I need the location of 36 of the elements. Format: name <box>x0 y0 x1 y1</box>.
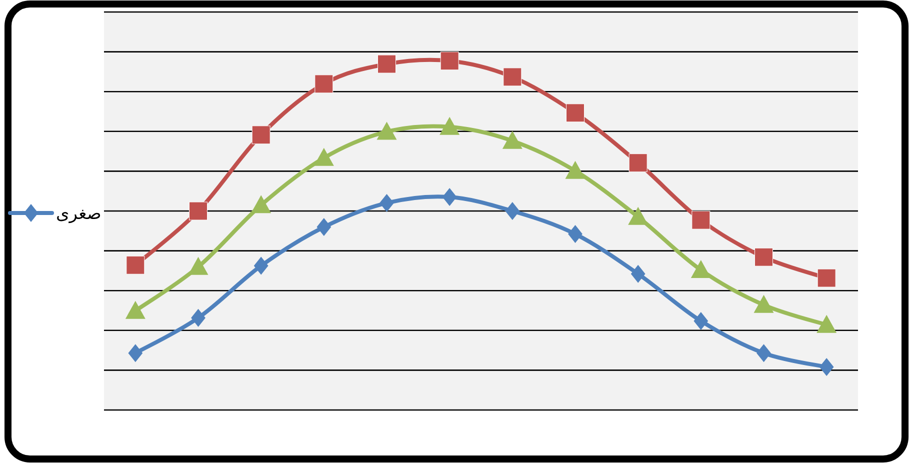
point <box>628 154 648 172</box>
point <box>440 52 459 70</box>
point <box>252 126 270 144</box>
point <box>690 260 711 278</box>
point <box>314 148 334 166</box>
point <box>314 74 334 94</box>
legend-label: صغرى <box>56 204 102 224</box>
point <box>502 130 522 149</box>
point <box>380 194 394 212</box>
point <box>128 344 143 362</box>
point <box>254 256 268 275</box>
legend: صغرى <box>8 204 102 224</box>
point <box>630 264 646 283</box>
point <box>376 122 397 140</box>
point <box>440 116 460 135</box>
point <box>692 210 710 230</box>
point <box>566 104 584 122</box>
point <box>503 68 522 86</box>
point <box>125 300 146 319</box>
point <box>819 358 834 376</box>
point <box>756 344 771 362</box>
point <box>505 202 520 220</box>
point <box>754 294 774 313</box>
point <box>191 308 206 327</box>
point <box>816 314 837 333</box>
point <box>316 218 332 236</box>
point <box>442 188 457 206</box>
point <box>754 248 773 266</box>
point <box>189 202 208 220</box>
point <box>568 225 582 244</box>
point <box>565 160 586 179</box>
point <box>694 312 708 330</box>
point <box>126 256 145 274</box>
point <box>817 268 836 288</box>
point <box>251 195 272 214</box>
point <box>378 54 396 74</box>
